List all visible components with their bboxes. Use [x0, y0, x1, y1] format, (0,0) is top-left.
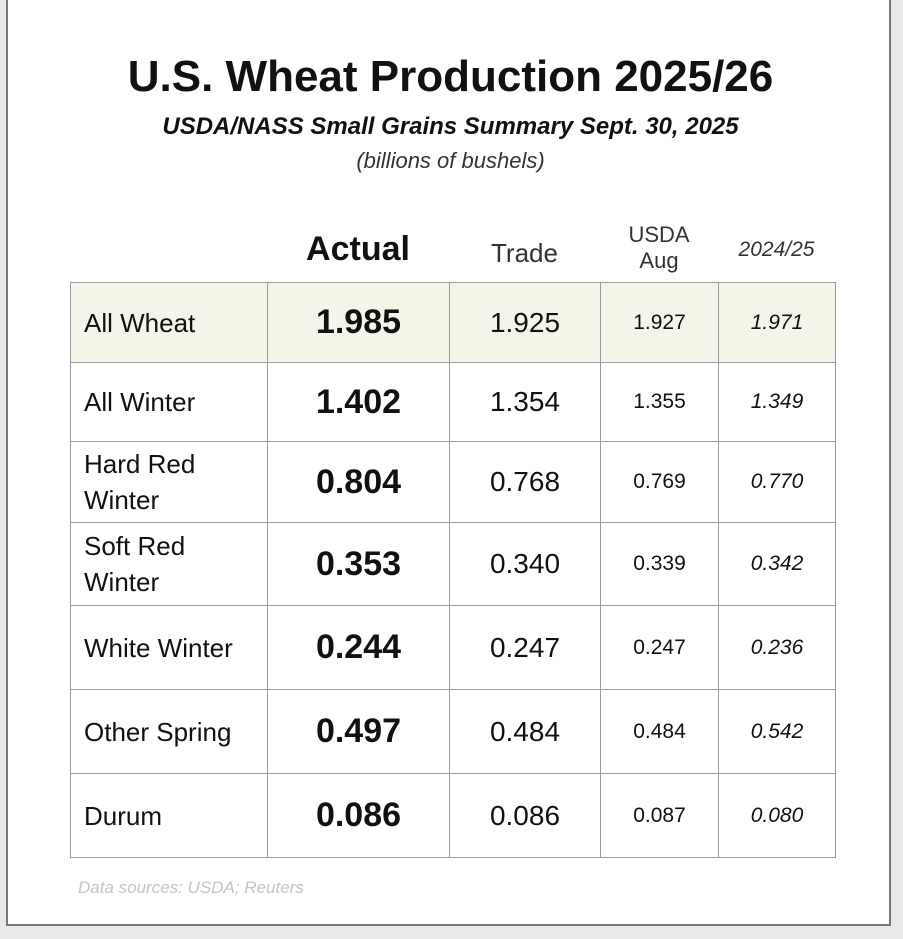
row-label: Other Spring	[70, 689, 268, 774]
table-cell: 0.342	[718, 522, 836, 606]
table-cell: 1.402	[267, 362, 450, 442]
column-header: Actual	[306, 230, 410, 268]
table-cell: 0.497	[267, 689, 450, 774]
table-cell: 0.339	[600, 522, 719, 606]
row-label: All Wheat	[70, 282, 268, 363]
table-cell: 1.985	[267, 282, 450, 363]
table-cell: 0.236	[718, 605, 836, 690]
table-cell: 1.971	[718, 282, 836, 363]
table-cell: 0.086	[449, 773, 601, 858]
table-cell: 1.349	[718, 362, 836, 442]
row-label: All Winter	[70, 362, 268, 442]
column-header: USDA Aug	[628, 222, 690, 273]
table-cell: 0.804	[267, 441, 450, 523]
row-label: White Winter	[70, 605, 268, 690]
subtitle: USDA/NASS Small Grains Summary Sept. 30,…	[162, 113, 739, 140]
table-cell: 0.770	[718, 441, 836, 523]
table-cell: 0.340	[449, 522, 601, 606]
card: U.S. Wheat Production 2025/26 USDA/NASS …	[6, 0, 891, 926]
row-label: Soft Red Winter	[70, 522, 268, 606]
title: U.S. Wheat Production 2025/26	[127, 52, 774, 101]
table-cell: 0.244	[267, 605, 450, 690]
table-cell: 0.080	[718, 773, 836, 858]
table-cell: 0.484	[449, 689, 601, 774]
table-cell: 0.353	[267, 522, 450, 606]
table-cell: 1.925	[449, 282, 601, 363]
row-label: Hard Red Winter	[70, 441, 268, 523]
source-note: Data sources: USDA; Reuters	[78, 878, 304, 897]
table-cell: 0.086	[267, 773, 450, 858]
table-cell: 0.247	[449, 605, 601, 690]
table-cell: 0.769	[600, 441, 719, 523]
table-cell: 1.927	[600, 282, 719, 363]
units: (billions of bushels)	[356, 148, 545, 173]
table-cell: 0.087	[600, 773, 719, 858]
column-header: 2024/25	[738, 238, 815, 261]
table-cell: 0.768	[449, 441, 601, 523]
column-header: Trade	[491, 238, 558, 268]
table-cell: 1.355	[600, 362, 719, 442]
table-cell: 1.354	[449, 362, 601, 442]
table-cell: 0.247	[600, 605, 719, 690]
table-cell: 0.484	[600, 689, 719, 774]
table-cell: 0.542	[718, 689, 836, 774]
row-label: Durum	[70, 773, 268, 858]
